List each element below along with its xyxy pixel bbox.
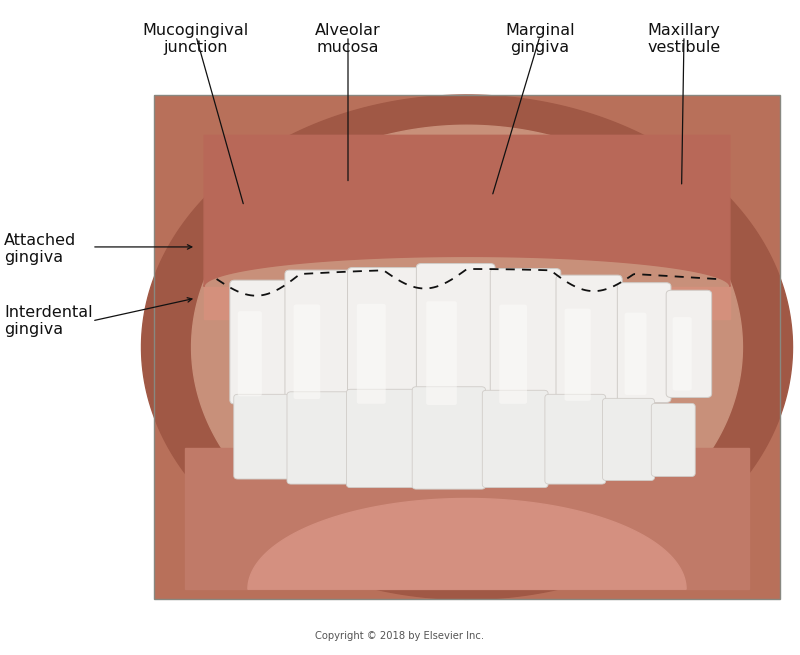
FancyBboxPatch shape [673, 317, 692, 390]
FancyBboxPatch shape [417, 388, 420, 419]
Text: Interdental
gingiva: Interdental gingiva [4, 305, 93, 337]
FancyBboxPatch shape [416, 263, 495, 414]
FancyBboxPatch shape [357, 304, 386, 403]
Text: Copyright © 2018 by Elsevier Inc.: Copyright © 2018 by Elsevier Inc. [315, 631, 485, 641]
FancyBboxPatch shape [287, 392, 350, 484]
Text: Marginal
gingiva: Marginal gingiva [505, 23, 575, 55]
FancyBboxPatch shape [545, 394, 606, 484]
Bar [154, 95, 780, 599]
FancyBboxPatch shape [234, 394, 290, 479]
Polygon shape [191, 125, 742, 569]
FancyBboxPatch shape [557, 385, 560, 419]
FancyBboxPatch shape [618, 283, 671, 403]
FancyBboxPatch shape [618, 381, 622, 419]
FancyBboxPatch shape [651, 403, 695, 477]
FancyBboxPatch shape [667, 375, 670, 419]
FancyBboxPatch shape [348, 384, 351, 419]
Text: Attached
gingiva: Attached gingiva [4, 233, 76, 265]
FancyBboxPatch shape [238, 311, 262, 396]
Text: Mucogingival
junction: Mucogingival junction [143, 23, 249, 55]
FancyBboxPatch shape [412, 386, 486, 489]
FancyBboxPatch shape [346, 389, 415, 487]
FancyBboxPatch shape [286, 381, 289, 419]
FancyBboxPatch shape [499, 305, 527, 404]
FancyBboxPatch shape [556, 275, 622, 409]
FancyBboxPatch shape [347, 267, 421, 413]
Polygon shape [204, 287, 730, 320]
Polygon shape [204, 136, 730, 287]
Polygon shape [248, 498, 686, 590]
FancyBboxPatch shape [490, 269, 561, 413]
Bar [154, 95, 780, 599]
FancyBboxPatch shape [426, 301, 457, 405]
FancyBboxPatch shape [230, 280, 290, 404]
Polygon shape [142, 95, 793, 599]
FancyBboxPatch shape [482, 390, 548, 487]
FancyBboxPatch shape [625, 312, 646, 395]
Text: Maxillary
vestibule: Maxillary vestibule [647, 23, 721, 55]
FancyBboxPatch shape [491, 388, 494, 419]
Text: Alveolar
mucosa: Alveolar mucosa [315, 23, 381, 55]
FancyBboxPatch shape [565, 309, 591, 401]
FancyBboxPatch shape [666, 290, 712, 398]
FancyBboxPatch shape [294, 305, 320, 399]
Polygon shape [186, 448, 749, 590]
FancyBboxPatch shape [602, 398, 654, 481]
FancyBboxPatch shape [285, 270, 352, 407]
